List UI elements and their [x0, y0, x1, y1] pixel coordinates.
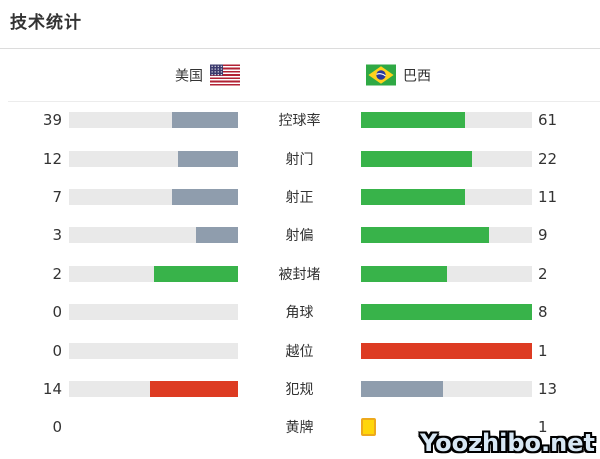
team-right-name: 巴西: [403, 68, 431, 84]
stat-label: 角球: [285, 305, 314, 322]
teams-header: 美国 巴西: [0, 49, 600, 101]
right-team-bar-fill: [361, 304, 532, 321]
stat-row: 0 角球 8: [0, 293, 600, 331]
right-team-bar: [361, 112, 532, 129]
left-team-value: 14: [42, 379, 62, 398]
watermark: Yoozhibo.net: [420, 429, 595, 457]
stat-row: 7 射正 11: [0, 178, 600, 216]
usa-flag-icon: [210, 64, 240, 86]
team-right-header: 巴西: [366, 64, 431, 86]
stat-label: 犯规: [285, 381, 314, 398]
left-team-bar: [69, 188, 238, 205]
right-team-bar-fill: [361, 188, 466, 205]
right-team-bar-fill: [361, 112, 466, 129]
stat-row: 3 射偏 9: [0, 216, 600, 254]
left-team-bar-fill: [195, 227, 238, 244]
stat-row: 12 射门 22: [0, 139, 600, 177]
left-team-bar-fill: [153, 265, 238, 282]
right-team-value: 9: [538, 226, 548, 245]
right-team-bar: [361, 150, 532, 167]
right-team-value: 22: [538, 149, 558, 168]
stat-label: 控球率: [278, 113, 321, 130]
right-team-value: 2: [538, 264, 548, 283]
right-team-value: 11: [538, 187, 558, 206]
brazil-flag-icon: [366, 64, 396, 86]
right-team-bar-fill: [361, 265, 447, 282]
right-team-value: 1: [538, 341, 548, 360]
left-team-value: 0: [52, 303, 62, 322]
team-left-header: 美国: [175, 64, 240, 86]
right-team-bar: [361, 265, 532, 282]
right-team-value: 61: [538, 111, 558, 130]
left-team-bar: [69, 342, 238, 359]
stat-row: 14 犯规 13: [0, 370, 600, 408]
stat-label: 被封堵: [278, 266, 321, 283]
right-team-bar-fill: [361, 150, 472, 167]
left-team-bar: [69, 380, 238, 397]
stats-rows: 39 控球率 61 12 射门 22 7 射正 11 3 射偏 9 2 被封堵 …: [0, 101, 600, 447]
left-team-bar: [69, 265, 238, 282]
left-team-value: 12: [42, 149, 62, 168]
right-team-bar-fill: [361, 380, 444, 397]
stat-label: 射正: [285, 189, 314, 206]
right-team-bar-fill: [361, 342, 532, 359]
left-team-value: 7: [52, 187, 62, 206]
stat-label: 射偏: [285, 228, 314, 245]
right-team-value: 13: [538, 379, 558, 398]
stat-row: 2 被封堵 2: [0, 255, 600, 293]
right-team-bar: [361, 227, 532, 244]
watermark-text: Yoozhibo.net: [419, 429, 595, 457]
left-team-bar: [69, 227, 238, 244]
title-divider: [0, 48, 600, 49]
left-team-value: 3: [52, 226, 62, 245]
left-team-value: 0: [52, 418, 62, 437]
left-team-bar: [69, 112, 238, 129]
left-team-value: 39: [42, 111, 62, 130]
left-team-bar-fill: [178, 150, 238, 167]
stat-row: 0 越位 1: [0, 331, 600, 369]
right-team-bar-fill: [361, 227, 490, 244]
right-team-bar: [361, 304, 532, 321]
stat-label: 越位: [285, 343, 314, 360]
usa-flag-canton: [210, 64, 223, 76]
page-title: 技术统计: [10, 13, 82, 33]
stat-label: 黄牌: [285, 420, 314, 437]
stat-label: 射门: [285, 151, 314, 168]
left-team-bar: [69, 419, 238, 435]
right-team-bar: [361, 380, 532, 397]
right-team-value: 8: [538, 303, 548, 322]
left-team-value: 2: [52, 264, 62, 283]
header-divider: [8, 101, 600, 102]
right-team-value: 1: [538, 418, 548, 437]
right-team-bar: [361, 418, 532, 437]
left-team-bar: [69, 304, 238, 321]
stat-row: 0 黄牌 1: [0, 408, 600, 446]
team-left-name: 美国: [175, 68, 203, 84]
right-team-bar: [361, 342, 532, 359]
left-team-bar: [69, 150, 238, 167]
yellow-card-icon: [361, 418, 376, 437]
stat-row: 39 控球率 61: [0, 101, 600, 139]
left-team-bar-fill: [172, 112, 238, 129]
left-team-value: 0: [52, 341, 62, 360]
left-team-bar-fill: [150, 380, 238, 397]
left-team-bar-fill: [172, 188, 238, 205]
right-team-bar: [361, 188, 532, 205]
